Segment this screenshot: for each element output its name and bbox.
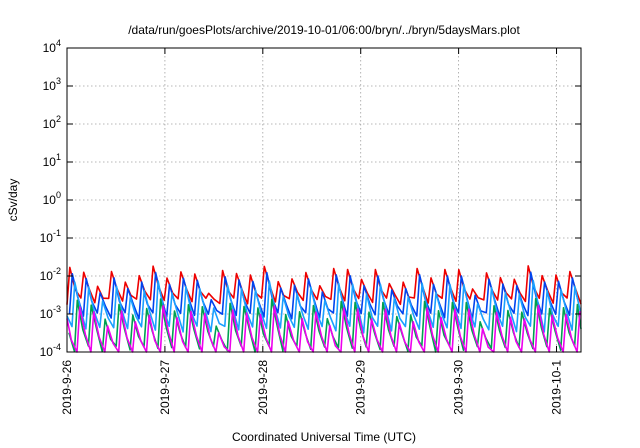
y-tick-label: 10-2 xyxy=(40,266,61,283)
chart-title: /data/run/goesPlots/archive/2019-10-01/0… xyxy=(128,23,520,37)
series-group xyxy=(66,265,582,353)
x-tick-label: 2019-10-1 xyxy=(550,360,564,415)
y-tick-label: 10-1 xyxy=(40,228,61,245)
x-axis-ticks: 2019-9-26 2019-9-27 2019-9-28 2019-9-29 2019… xyxy=(60,48,564,415)
x-tick-label: 2019-9-27 xyxy=(158,360,172,415)
x-tick-label: 2019-9-30 xyxy=(452,360,466,415)
y-tick-label: 101 xyxy=(43,152,61,169)
x-tick-label: 2019-9-28 xyxy=(256,360,270,415)
series-line xyxy=(66,265,582,306)
y-tick-label: 100 xyxy=(43,190,61,207)
x-axis-label: Coordinated Universal Time (UTC) xyxy=(232,430,416,444)
y-tick-label: 102 xyxy=(43,114,61,131)
y-tick-label: 10-3 xyxy=(40,304,61,321)
series-line xyxy=(66,279,582,334)
y-tick-label: 103 xyxy=(43,76,61,93)
series-line xyxy=(66,304,581,353)
x-tick-label: 2019-9-29 xyxy=(354,360,368,415)
y-axis-ticks: 10-4 10-3 10-2 10-1 100 101 102 103 104 xyxy=(40,38,581,359)
y-tick-label: 104 xyxy=(43,38,61,55)
y-axis-label: cSv/day xyxy=(6,179,20,222)
y-tick-label: 10-4 xyxy=(40,342,61,359)
x-tick-label: 2019-9-26 xyxy=(60,360,74,415)
